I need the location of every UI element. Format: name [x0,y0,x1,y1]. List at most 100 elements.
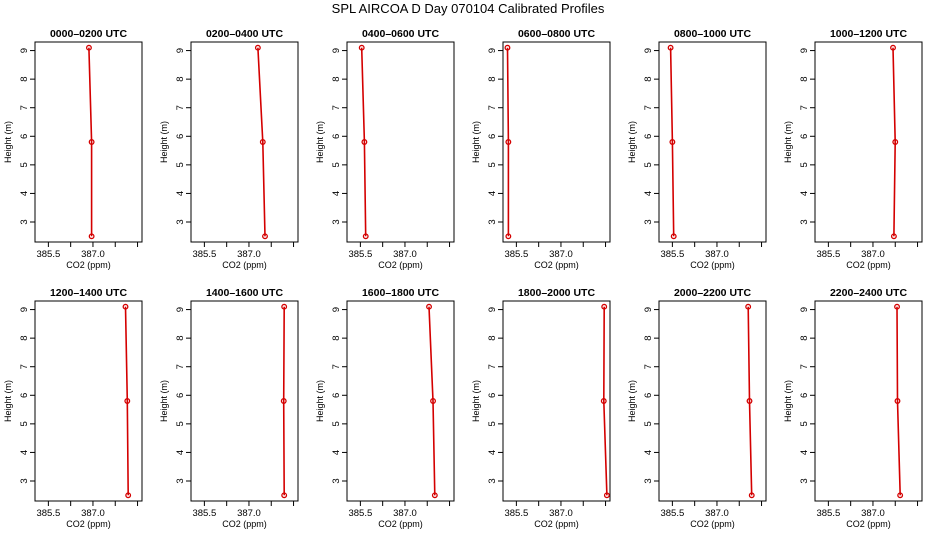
y-tick-label: 4 [175,450,186,455]
y-tick-label: 5 [19,162,30,167]
y-tick-label: 6 [331,393,342,398]
y-tick-label: 5 [19,421,30,426]
data-point [362,233,369,240]
y-tick-label: 7 [799,364,810,369]
y-tick-label: 5 [487,162,498,167]
x-tick-label: 385.5 [816,508,840,519]
y-tick-label: 6 [331,134,342,139]
x-tick-label: 385.5 [348,249,372,260]
x-tick-label: 387.0 [705,508,729,519]
data-point [124,398,131,404]
plot-frame [190,41,299,243]
y-tick-label: 5 [643,421,654,426]
y-tick-label: 7 [19,364,30,369]
data-point [669,139,676,145]
y-tick-label: 3 [799,478,810,483]
y-tick-label: 9 [799,48,810,53]
y-tick-label: 5 [175,162,186,167]
data-point [85,44,92,51]
x-axis-label: CO2 (ppm) [846,519,891,529]
y-tick-label: 8 [19,335,30,340]
data-point [431,492,438,499]
y-tick-label: 8 [643,335,654,340]
x-tick-label: 387.0 [81,508,105,519]
plot-frame [346,41,455,243]
x-tick-label: 385.5 [348,508,372,519]
data-point [890,44,896,51]
y-tick-label: 6 [799,134,810,139]
data-point [88,139,95,145]
x-axis-label: CO2 (ppm) [534,519,579,529]
plot-frame [34,41,143,243]
y-tick-label: 7 [487,105,498,110]
y-tick-label: 6 [175,393,186,398]
x-tick-label: 385.5 [36,249,60,260]
data-point [262,233,268,240]
profile-line [896,306,901,496]
y-tick-label: 9 [643,307,654,312]
x-tick-label: 385.5 [816,249,840,260]
y-tick-label: 8 [175,335,186,340]
y-tick-label: 4 [799,191,810,196]
data-point [894,398,901,404]
panel-title: 0400–0600 UTC [362,28,439,40]
panel-title: 1800–2000 UTC [518,287,595,299]
panel-title: 0600–0800 UTC [518,28,595,40]
y-tick-label: 5 [175,421,186,426]
x-tick-label: 385.5 [660,508,684,519]
x-tick-label: 385.5 [504,249,528,260]
y-tick-label: 5 [331,421,342,426]
y-tick-label: 8 [643,76,654,81]
y-tick-label: 4 [487,450,498,455]
y-axis-label: Height (m) [315,121,325,163]
y-axis-label: Height (m) [159,380,169,422]
profile-panel: 1000–1200 UTC 385.5 387.0 3 4 5 6 7 8 9 CO2 (ppm) H… [783,28,923,270]
profile-line [892,47,897,237]
x-axis-label: CO2 (ppm) [846,260,891,270]
y-tick-label: 5 [799,421,810,426]
y-axis-label: Height (m) [627,121,637,163]
y-tick-label: 4 [331,191,342,196]
plot-frame [190,300,299,502]
y-axis-label: Height (m) [471,121,481,163]
y-tick-label: 9 [331,48,342,53]
plot-frame [658,41,767,243]
profile-panel: 1200–1400 UTC 385.5 387.0 3 4 5 6 7 8 9 CO2 (ppm) H… [3,287,143,529]
data-point [667,44,674,51]
y-tick-label: 4 [643,450,654,455]
data-point [894,303,900,310]
y-tick-label: 8 [331,335,342,340]
panel-title: 2200–2400 UTC [830,287,907,299]
y-tick-label: 8 [799,335,810,340]
y-tick-label: 9 [487,307,498,312]
data-point [281,492,288,499]
y-tick-label: 9 [487,48,498,53]
profile-line [669,47,675,237]
profile-line [506,47,510,237]
y-tick-label: 7 [175,105,186,110]
y-tick-label: 3 [799,219,810,224]
data-point [505,233,512,240]
profile-line [360,47,367,237]
y-tick-label: 4 [643,191,654,196]
profile-panel: 1800–2000 UTC 385.5 387.0 3 4 5 6 7 8 9 CO2 (ppm) H… [471,287,611,529]
y-tick-label: 6 [19,393,30,398]
plot-frame [34,300,143,502]
plot-frame [814,41,923,243]
profile-panel: 1600–1800 UTC 385.5 387.0 3 4 5 6 7 8 9 CO2 (ppm) H… [315,287,455,529]
x-axis-label: CO2 (ppm) [66,519,111,529]
panel-title: 0000–0200 UTC [50,28,127,40]
y-tick-label: 3 [175,478,186,483]
data-point [601,303,608,310]
x-tick-label: 387.0 [705,249,729,260]
y-axis-label: Height (m) [315,380,325,422]
data-point [746,398,753,404]
x-tick-label: 387.0 [549,508,573,519]
x-tick-label: 385.5 [192,249,216,260]
x-tick-label: 385.5 [36,508,60,519]
profile-line [88,47,93,237]
x-axis-label: CO2 (ppm) [378,260,423,270]
data-point [897,492,904,499]
profile-panel: 1400–1600 UTC 385.5 387.0 3 4 5 6 7 8 9 CO2 (ppm) H… [159,287,299,529]
y-tick-label: 3 [487,478,498,483]
